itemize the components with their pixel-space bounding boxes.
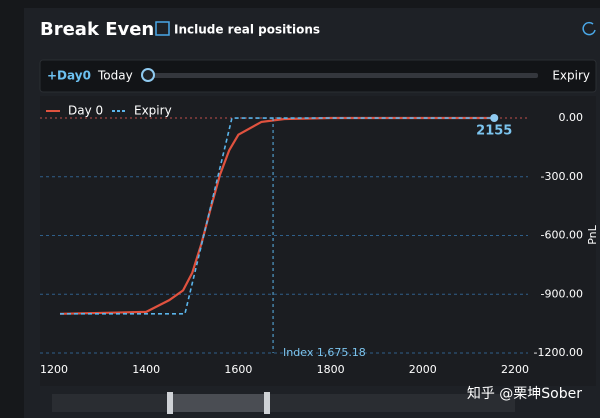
scrollbar[interactable]: [52, 394, 515, 412]
scroll-handle-left[interactable]: [167, 392, 173, 414]
title: Break Even: [40, 19, 154, 40]
chart-area: [40, 96, 596, 386]
index-label: Index 1,675.18: [283, 346, 366, 359]
slider-start: Today: [97, 69, 133, 83]
y-axis-label: PnL: [586, 224, 599, 244]
y-tick-label: -1200.00: [534, 346, 583, 359]
x-tick-label: 1600: [224, 363, 252, 376]
slider-thumb[interactable]: [141, 68, 155, 82]
y-tick-label: -900.00: [541, 287, 583, 300]
marker-label: 2155: [476, 124, 512, 139]
y-tick-label: -600.00: [541, 229, 583, 242]
x-tick-label: 1200: [40, 363, 68, 376]
slider-end: Expiry: [552, 69, 590, 83]
series-line: [59, 116, 495, 315]
y-tick-label: -300.00: [541, 170, 583, 183]
watermark: 知乎 @栗坤Sober: [467, 385, 582, 402]
scrollbar-window[interactable]: [170, 394, 268, 412]
marker: [490, 114, 499, 123]
legend-label: Expiry: [134, 104, 172, 118]
scroll-handle-right[interactable]: [264, 392, 270, 414]
x-tick-label: 2200: [501, 363, 529, 376]
x-tick-label: 1400: [132, 363, 160, 376]
legend-label: Day 0: [68, 104, 103, 118]
checkbox-label[interactable]: Include real positions: [174, 23, 320, 37]
x-tick-label: 2000: [409, 363, 437, 376]
x-tick-label: 1800: [317, 363, 345, 376]
y-tick-label: 0.00: [559, 111, 584, 124]
slider-badge[interactable]: +Day0: [47, 69, 91, 83]
checkbox[interactable]: [155, 21, 170, 36]
refresh-icon[interactable]: [582, 21, 596, 36]
slider-track[interactable]: [148, 73, 538, 78]
series-line: [59, 117, 495, 315]
